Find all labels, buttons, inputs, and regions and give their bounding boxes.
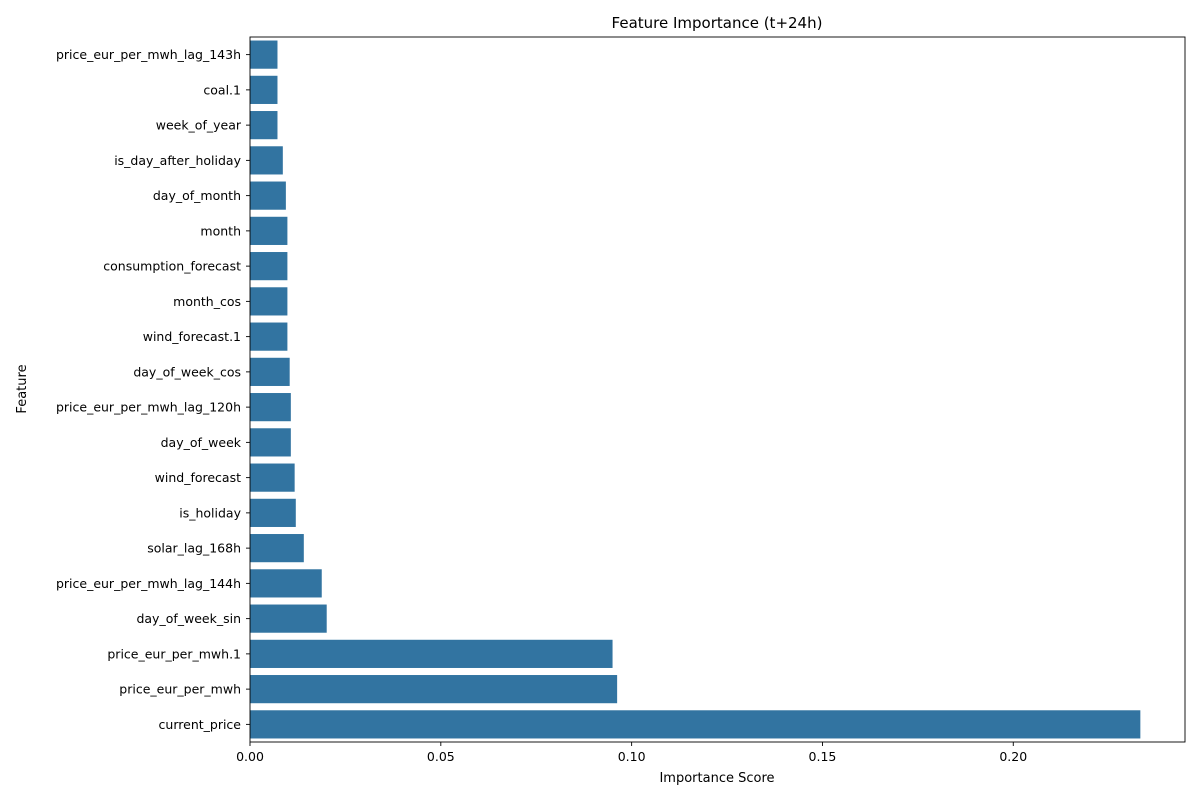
y-tick-label: consumption_forecast (103, 259, 241, 274)
y-tick-labels: price_eur_per_mwh_lag_143h coal.1 week_of_… (56, 47, 250, 732)
x-axis-label: Importance Score (659, 771, 774, 786)
bar-wind_forecast (250, 463, 295, 492)
bar-coal.1 (250, 75, 278, 104)
bar-is_holiday (250, 498, 296, 527)
bar-day_of_week_cos (250, 357, 290, 386)
x-tick-label: 0.10 (618, 749, 646, 764)
bar-day_of_week_sin (250, 604, 327, 633)
y-tick-label: price_eur_per_mwh (119, 682, 241, 697)
bar-current_price (250, 710, 1141, 739)
y-tick-label: day_of_week (161, 435, 242, 450)
bar-day_of_week (250, 428, 291, 457)
y-tick-label: is_day_after_holiday (114, 153, 241, 168)
x-tick-label: 0.15 (809, 749, 837, 764)
y-tick-label: is_holiday (179, 505, 241, 520)
y-tick-label: wind_forecast (155, 470, 241, 485)
bar-is_day_after_holiday (250, 146, 283, 175)
bar-price_eur_per_mwh_lag_120h (250, 393, 291, 422)
y-axis-label: Feature (15, 364, 30, 413)
bar-price_eur_per_mwh_lag_144h (250, 569, 322, 598)
bar-price_eur_per_mwh (250, 675, 618, 704)
y-tick-label: day_of_month (153, 188, 241, 203)
x-tick-label: 0.20 (999, 749, 1027, 764)
bar-day_of_month (250, 181, 286, 210)
chart-title: Feature Importance (t+24h) (612, 14, 823, 32)
x-tick-label: 0.05 (427, 749, 455, 764)
y-tick-label: day_of_week_cos (133, 364, 241, 379)
y-tick-label: week_of_year (156, 118, 242, 133)
bar-wind_forecast.1 (250, 322, 288, 351)
y-tick-label: coal.1 (203, 82, 241, 97)
y-tick-label: price_eur_per_mwh_lag_144h (56, 576, 241, 591)
bar-price_eur_per_mwh_lag_143h (250, 40, 278, 69)
x-tick-label: 0.00 (236, 749, 264, 764)
plot-frame (249, 36, 1186, 743)
y-tick-label: month (200, 223, 241, 238)
bar-price_eur_per_mwh.1 (250, 639, 613, 668)
bars-group (250, 40, 1141, 739)
y-tick-label: wind_forecast.1 (143, 329, 241, 344)
bar-month (250, 216, 288, 245)
y-tick-label: solar_lag_168h (147, 541, 241, 556)
y-tick-label: current_price (159, 717, 242, 732)
y-tick-label: price_eur_per_mwh_lag_120h (56, 400, 241, 415)
y-tick-label: price_eur_per_mwh.1 (107, 646, 241, 661)
y-tick-label: day_of_week_sin (136, 611, 241, 626)
x-tick-labels: 0.00 0.05 0.10 0.15 0.20 (236, 742, 1027, 764)
bar-consumption_forecast (250, 252, 288, 281)
y-tick-label: month_cos (173, 294, 241, 309)
y-tick-label: price_eur_per_mwh_lag_143h (56, 47, 241, 62)
bar-solar_lag_168h (250, 534, 304, 563)
bar-month_cos (250, 287, 288, 316)
bar-week_of_year (250, 111, 278, 140)
